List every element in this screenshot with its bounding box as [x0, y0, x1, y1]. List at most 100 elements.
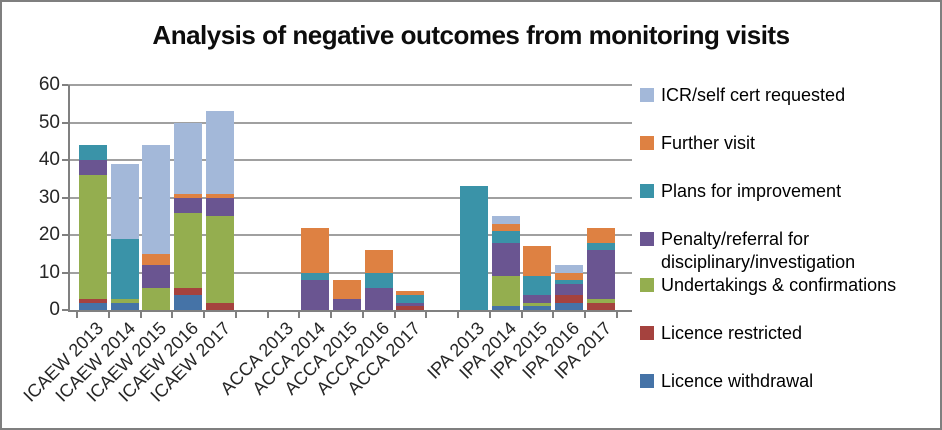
x-axis-tick	[298, 312, 301, 318]
bar-segment-licence-restricted	[555, 295, 584, 303]
bar-segment-icr-self-cert-requested	[491, 216, 520, 224]
bar-segment-undertakings-confirmations	[174, 212, 203, 288]
y-axis-tick	[62, 196, 68, 199]
bar-segment-licence-withdrawal	[555, 302, 584, 310]
legend-swatch-icon	[640, 374, 654, 388]
y-axis-label: 20	[38, 224, 60, 245]
y-axis-label: 10	[38, 261, 60, 283]
bar-segment-undertakings-confirmations	[110, 298, 139, 303]
y-axis-tick	[62, 271, 68, 274]
x-axis-tick	[425, 312, 428, 318]
bar-segment-further-visit	[523, 246, 552, 277]
bar-segment-plans-for-improvement	[78, 145, 107, 160]
legend-item: Further visit	[640, 132, 936, 155]
bar-segment-penalty-referral-for-disciplinary-investigation	[396, 302, 425, 307]
bar-segment-further-visit	[396, 291, 425, 295]
legend-item: Plans for improvement	[640, 180, 936, 203]
y-axis-label: 40	[38, 149, 60, 170]
x-axis-tick	[139, 312, 142, 318]
bar-segment-undertakings-confirmations	[142, 287, 171, 310]
legend-label: ICR/self cert requested	[661, 85, 846, 105]
gridline	[68, 271, 632, 274]
y-axis-label: 30	[38, 186, 60, 208]
bar-segment-licence-withdrawal	[110, 302, 139, 310]
bar-segment-plans-for-improvement	[523, 276, 552, 295]
bar-segment-further-visit	[586, 227, 615, 243]
legend-swatch-icon	[640, 136, 654, 150]
bar-segment-further-visit	[301, 227, 330, 273]
legend: ICR/self cert requested Further visit Plan…	[640, 84, 936, 418]
x-axis-tick	[584, 312, 586, 318]
bar-segment-penalty-referral-for-disciplinary-investigation	[555, 283, 584, 295]
y-axis-label: 0	[49, 299, 60, 320]
bar-segment-plans-for-improvement	[110, 238, 139, 299]
legend-label: Undertakings & confirmations	[661, 275, 897, 295]
x-axis-tick	[234, 312, 237, 318]
legend-item: Undertakings & confirmations	[640, 274, 936, 297]
x-axis-tick	[488, 312, 491, 318]
bar-segment-undertakings-confirmations	[491, 276, 520, 307]
bar-segment-plans-for-improvement	[396, 295, 425, 303]
x-axis-tick	[171, 312, 174, 318]
bar-segment-undertakings-confirmations	[523, 302, 552, 307]
y-axis-tick	[62, 234, 68, 236]
gridline	[68, 121, 632, 124]
bar-segment-further-visit	[174, 193, 203, 198]
x-axis-tick	[457, 312, 459, 318]
x-axis-tick	[393, 312, 396, 318]
legend-label: Licence withdrawal	[661, 371, 814, 391]
bar-segment-further-visit	[491, 223, 520, 232]
gridline	[68, 84, 632, 86]
legend-swatch-icon	[640, 184, 654, 198]
bar-segment-licence-restricted	[205, 302, 234, 310]
legend-swatch-icon	[640, 326, 654, 340]
bar-segment-further-visit	[555, 272, 584, 280]
legend-label: Plans for improvement	[661, 181, 842, 201]
x-axis-tick	[266, 312, 269, 318]
bar-segment-plans-for-improvement	[459, 186, 488, 310]
bar-segment-undertakings-confirmations	[78, 175, 107, 299]
x-axis-tick	[107, 312, 110, 318]
bar-segment-licence-restricted	[78, 298, 107, 303]
legend-label: Further visit	[661, 133, 756, 153]
bar-segment-licence-restricted	[396, 306, 425, 310]
x-axis-tick	[615, 312, 618, 318]
legend-label: Licence restricted	[661, 323, 803, 343]
bar-segment-penalty-referral-for-disciplinary-investigation	[586, 250, 615, 299]
bar-segment-icr-self-cert-requested	[174, 122, 203, 194]
x-axis-line	[68, 310, 632, 312]
legend-item: Penalty/referral for disciplinary/invest…	[640, 228, 936, 274]
gridline	[68, 196, 632, 199]
gridline	[68, 159, 632, 161]
legend-item: ICR/self cert requested	[640, 84, 936, 107]
bar-segment-penalty-referral-for-disciplinary-investigation	[142, 265, 171, 288]
bar-segment-icr-self-cert-requested	[205, 111, 234, 194]
bar-segment-further-visit	[142, 253, 171, 265]
bar-segment-penalty-referral-for-disciplinary-investigation	[301, 280, 330, 310]
x-axis-tick	[203, 312, 205, 318]
y-axis-tick	[62, 84, 68, 86]
legend-label: Penalty/referral for disciplinary/invest…	[661, 229, 856, 272]
bar-segment-penalty-referral-for-disciplinary-investigation	[332, 298, 361, 310]
bar-segment-penalty-referral-for-disciplinary-investigation	[523, 295, 552, 303]
bar-segment-undertakings-confirmations	[205, 216, 234, 303]
bar-segment-further-visit	[332, 280, 361, 299]
bar-segment-licence-restricted	[174, 287, 203, 295]
y-axis-label: 60	[38, 74, 60, 95]
x-axis-tick	[361, 312, 364, 318]
bar-segment-plans-for-improvement	[586, 242, 615, 250]
y-axis-tick	[62, 121, 68, 124]
bar-segment-plans-for-improvement	[364, 272, 393, 288]
x-axis-tick	[76, 312, 78, 318]
bar-segment-further-visit	[364, 250, 393, 273]
legend-swatch-icon	[640, 88, 654, 102]
y-axis-label: 50	[38, 111, 60, 133]
x-axis-tick	[552, 312, 555, 318]
legend-swatch-icon	[640, 232, 654, 246]
bar-segment-licence-withdrawal	[491, 306, 520, 310]
x-axis-tick	[520, 312, 523, 318]
bar-segment-licence-withdrawal	[78, 302, 107, 310]
legend-item: Licence withdrawal	[640, 370, 936, 393]
chart-title: Analysis of negative outcomes from monit…	[152, 20, 790, 50]
